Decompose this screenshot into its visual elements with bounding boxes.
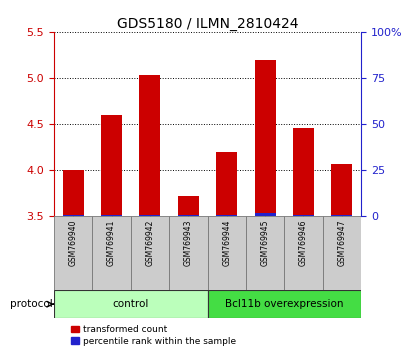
Legend: transformed count, percentile rank within the sample: transformed count, percentile rank withi… — [68, 321, 240, 349]
Bar — [178, 196, 199, 216]
FancyBboxPatch shape — [169, 216, 208, 290]
Text: protocol: protocol — [10, 299, 53, 309]
FancyBboxPatch shape — [54, 290, 208, 319]
Bar — [331, 215, 352, 216]
FancyBboxPatch shape — [284, 216, 323, 290]
FancyBboxPatch shape — [131, 216, 169, 290]
FancyBboxPatch shape — [246, 216, 284, 290]
Bar — [139, 75, 161, 216]
Bar — [63, 170, 84, 216]
FancyBboxPatch shape — [323, 216, 361, 290]
Text: GSM769941: GSM769941 — [107, 220, 116, 266]
Text: Bcl11b overexpression: Bcl11b overexpression — [225, 299, 344, 309]
Bar — [331, 164, 352, 216]
FancyBboxPatch shape — [208, 216, 246, 290]
Bar — [178, 215, 199, 216]
Bar — [101, 215, 122, 216]
Bar — [216, 152, 237, 216]
Bar — [254, 59, 276, 216]
Text: control: control — [112, 299, 149, 309]
Bar — [63, 215, 84, 216]
Bar — [293, 215, 314, 216]
FancyBboxPatch shape — [208, 290, 361, 319]
Bar — [293, 128, 314, 216]
Text: GSM769943: GSM769943 — [184, 220, 193, 267]
Text: GSM769940: GSM769940 — [68, 220, 78, 267]
FancyBboxPatch shape — [93, 216, 131, 290]
Bar — [139, 215, 161, 216]
Bar — [216, 215, 237, 216]
Bar — [254, 213, 276, 216]
Text: GSM769947: GSM769947 — [337, 220, 347, 267]
Text: GSM769942: GSM769942 — [145, 220, 154, 266]
Title: GDS5180 / ILMN_2810424: GDS5180 / ILMN_2810424 — [117, 17, 298, 31]
Text: GSM769944: GSM769944 — [222, 220, 231, 267]
Bar — [101, 115, 122, 216]
FancyBboxPatch shape — [54, 216, 93, 290]
Text: GSM769946: GSM769946 — [299, 220, 308, 267]
Text: GSM769945: GSM769945 — [261, 220, 270, 267]
